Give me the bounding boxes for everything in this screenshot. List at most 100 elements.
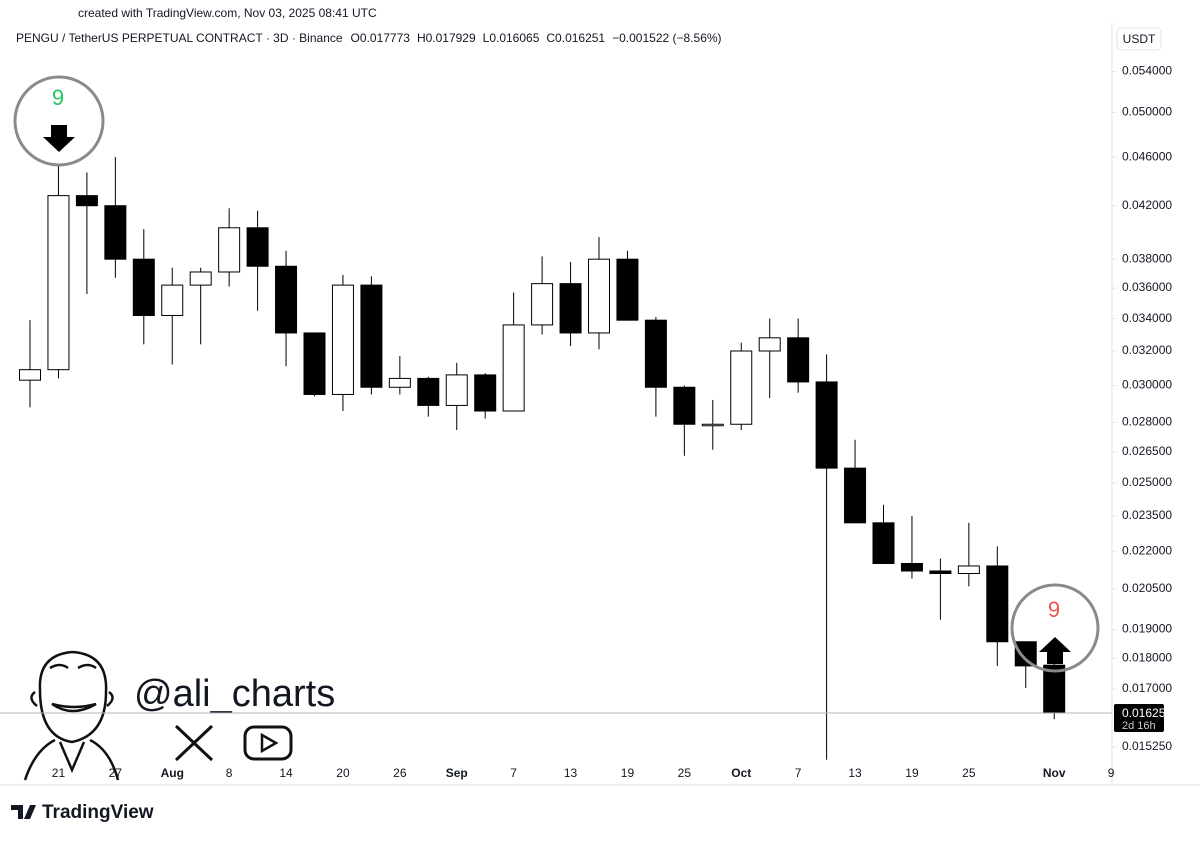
watermark-face — [23, 650, 120, 781]
countdown: 2d 16h — [1122, 720, 1156, 732]
candle-body — [815, 381, 838, 469]
candle-body — [474, 374, 497, 412]
x-tick-label: Oct — [731, 766, 751, 780]
candle-body — [47, 195, 70, 371]
header: PENGU / TetherUS PERPETUAL CONTRACT · 3D… — [16, 31, 722, 45]
x-tick-label: 14 — [279, 766, 293, 780]
candle-body — [275, 265, 298, 334]
candle-body — [929, 570, 952, 575]
watermark-handle: @ali_charts — [134, 673, 335, 715]
y-tick-label: 0.034000 — [1122, 311, 1172, 325]
x-tick-label: 21 — [52, 766, 66, 780]
x-tick-label: 25 — [678, 766, 692, 780]
candle-body — [900, 562, 923, 572]
candle-body — [331, 284, 354, 395]
y-tick-label: 0.019000 — [1122, 622, 1172, 636]
x-tick-label: 25 — [962, 766, 976, 780]
x-logo — [174, 724, 214, 762]
ohlc-value: C0.016251 — [546, 31, 605, 45]
candle-body — [246, 227, 269, 267]
x-tick-label: 7 — [510, 766, 517, 780]
candle-body — [644, 319, 667, 388]
y-tick-label: 0.026500 — [1122, 444, 1172, 458]
currency-box[interactable] — [1116, 27, 1162, 51]
annotation-circle — [1010, 583, 1100, 673]
candle-body — [701, 423, 724, 427]
y-tick-label: 0.018000 — [1122, 651, 1172, 665]
candle-body — [161, 284, 184, 316]
x-tick-label: 20 — [336, 766, 350, 780]
x-tick-label: Nov — [1043, 766, 1066, 780]
x-tick-label: 13 — [848, 766, 862, 780]
x-tick-label: 13 — [564, 766, 578, 780]
candle-body — [1014, 641, 1037, 667]
annotation-label: 9 — [1048, 597, 1060, 622]
y-tick-label: 0.038000 — [1122, 251, 1172, 265]
candle-body — [388, 377, 411, 388]
candle-body — [559, 283, 582, 334]
candle-body — [787, 337, 810, 383]
y-tick-label: 0.022000 — [1122, 543, 1172, 557]
candle-body — [616, 258, 639, 321]
candle-body — [872, 522, 895, 564]
last-price-label: 0.016251 — [1122, 706, 1172, 720]
candle-body — [673, 386, 696, 425]
candle-body — [986, 565, 1009, 643]
brand-name: TradingView — [42, 802, 154, 823]
candle-body — [445, 374, 468, 406]
candle-body — [189, 271, 212, 286]
y-tick-label: 0.023500 — [1122, 508, 1172, 522]
y-tick-label: 0.030000 — [1122, 378, 1172, 392]
candle-body — [132, 258, 155, 316]
ohlc-value: O0.017773 — [351, 31, 411, 45]
candle-body — [758, 337, 781, 352]
youtube-play — [260, 732, 279, 754]
ohlc-value: −0.001522 (−8.56%) — [612, 31, 721, 45]
x-tick-label: Sep — [446, 766, 468, 780]
annotation-label: 9 — [52, 85, 64, 110]
candle-body — [218, 227, 241, 273]
x-tick-label: 19 — [905, 766, 919, 780]
candle-body — [844, 467, 867, 524]
plot — [19, 157, 1066, 760]
created-note: created with TradingView.com, Nov 03, 20… — [78, 6, 377, 20]
candle-body — [957, 565, 980, 575]
y-tick-label: 0.017000 — [1122, 681, 1172, 695]
y-tick-label: 0.020500 — [1122, 581, 1172, 595]
ohlc-value: L0.016065 — [483, 31, 540, 45]
y-tick-label: 0.046000 — [1122, 149, 1172, 163]
ohlc-value: H0.017929 — [417, 31, 476, 45]
last-price-box — [1114, 704, 1164, 733]
candle-body — [588, 258, 610, 334]
x-tick-label: Aug — [161, 766, 184, 780]
candle-body — [417, 377, 440, 406]
currency: USDT — [1123, 32, 1156, 46]
youtube-logo — [243, 725, 293, 761]
brand-logo — [11, 805, 36, 819]
x-tick-label: 27 — [109, 766, 123, 780]
y-tick-label: 0.025000 — [1122, 475, 1172, 489]
candle-body — [303, 332, 326, 395]
x-tick-label: 7 — [795, 766, 802, 780]
x-tick-label: 19 — [621, 766, 635, 780]
y-tick-label: 0.028000 — [1122, 415, 1172, 429]
y-tick-label: 0.032000 — [1122, 343, 1172, 357]
candle-body — [360, 284, 383, 388]
x-tick-label: 8 — [226, 766, 233, 780]
x-tick-label: 9 — [1108, 766, 1115, 780]
candle-body — [19, 369, 41, 381]
down-arrow — [43, 125, 75, 152]
y-tick-label: 0.036000 — [1122, 280, 1172, 294]
y-tick-label: 0.050000 — [1122, 105, 1172, 119]
y-tick-label: 0.054000 — [1122, 64, 1172, 78]
chart-title: PENGU / TetherUS PERPETUAL CONTRACT · 3D… — [16, 31, 343, 45]
x-tick-label: 26 — [393, 766, 407, 780]
candle-body — [730, 350, 753, 425]
annotation-circle — [13, 75, 105, 167]
up-arrow — [1039, 637, 1071, 664]
candle-body — [75, 195, 98, 207]
candle-body — [502, 324, 525, 412]
y-tick-label: 0.042000 — [1122, 198, 1172, 212]
